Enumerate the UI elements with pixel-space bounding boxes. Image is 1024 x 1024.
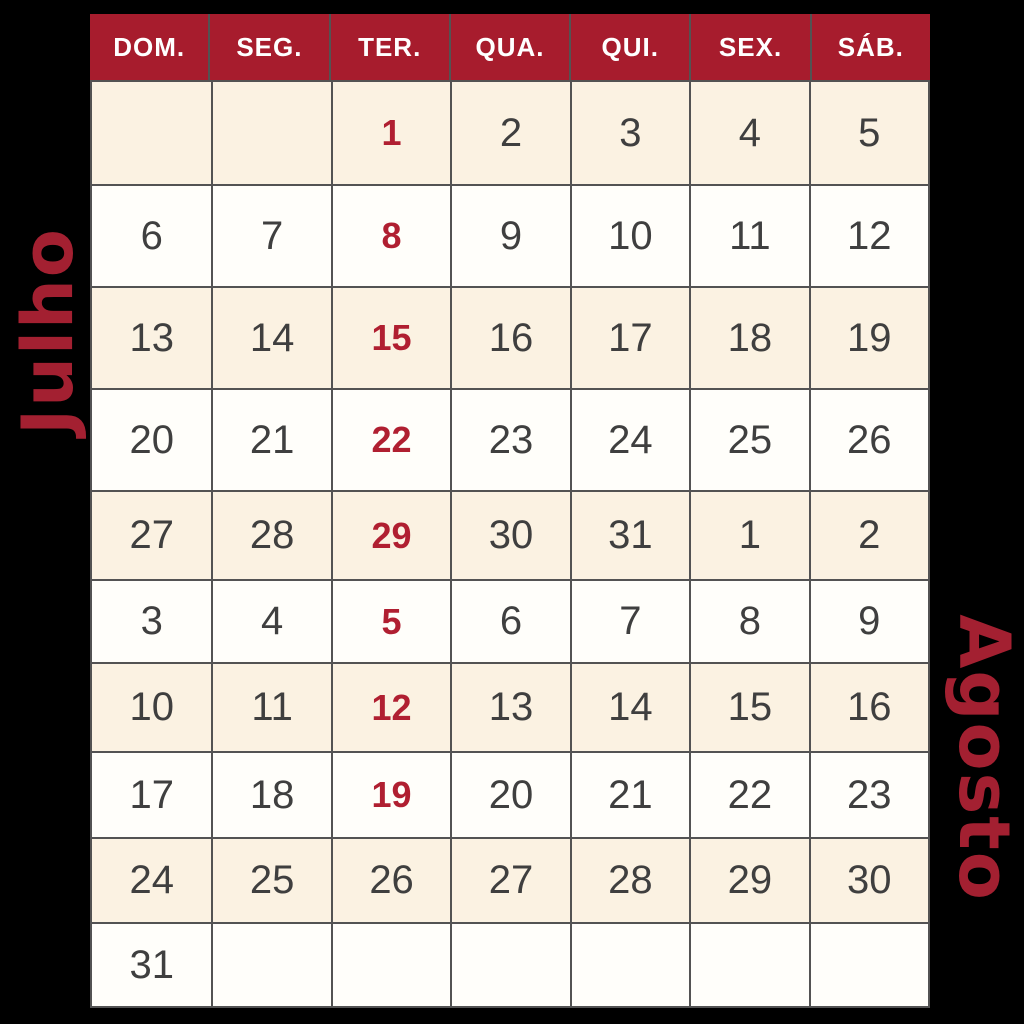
day-cell-23: 23 — [808, 751, 928, 837]
day-cell-21: 21 — [569, 751, 690, 837]
day-cell-18: 18 — [689, 286, 809, 388]
day-cell-22: 22 — [330, 388, 451, 490]
weekday-header-ter: TER. — [328, 14, 449, 80]
day-cell-5: 5 — [330, 579, 451, 662]
empty-day-cell — [92, 82, 212, 184]
empty-day-cell — [569, 922, 690, 1006]
day-cell-29: 29 — [330, 490, 451, 579]
day-cell-25: 25 — [211, 837, 331, 922]
month-label-august: Agosto — [943, 614, 1024, 902]
calendar-week-row: 6 7 8 9 10 11 12 — [92, 184, 928, 286]
day-cell-1: 1 — [689, 490, 809, 579]
empty-day-cell — [450, 922, 570, 1006]
calendar-week-row: 10 11 12 13 14 15 16 — [92, 662, 928, 751]
day-cell-30: 30 — [450, 490, 570, 579]
calendar-week-row: 27 28 29 30 31 1 2 — [92, 490, 928, 579]
day-cell-31: 31 — [92, 922, 212, 1006]
day-cell-27: 27 — [450, 837, 570, 922]
day-cell-4: 4 — [211, 579, 331, 662]
calendar-week-row: 20 21 22 23 24 25 26 — [92, 388, 928, 490]
day-cell-18: 18 — [211, 751, 331, 837]
day-cell-26: 26 — [808, 388, 928, 490]
day-cell-29: 29 — [689, 837, 809, 922]
day-cell-24: 24 — [92, 837, 212, 922]
day-cell-12: 12 — [330, 662, 451, 751]
day-cell-17: 17 — [92, 751, 212, 837]
day-cell-25: 25 — [689, 388, 809, 490]
day-cell-31: 31 — [569, 490, 690, 579]
day-cell-9: 9 — [450, 184, 570, 286]
day-cell-6: 6 — [450, 579, 570, 662]
day-cell-14: 14 — [569, 662, 690, 751]
day-cell-20: 20 — [450, 751, 570, 837]
day-cell-28: 28 — [211, 490, 331, 579]
weekday-header-sab: SÁB. — [809, 14, 930, 80]
day-cell-3: 3 — [569, 82, 690, 184]
empty-day-cell — [330, 922, 451, 1006]
day-cell-27: 27 — [92, 490, 212, 579]
weekday-header-qua: QUA. — [448, 14, 569, 80]
weekday-header-qui: QUI. — [569, 14, 689, 80]
day-cell-8: 8 — [330, 184, 451, 286]
empty-day-cell — [808, 922, 928, 1006]
day-cell-7: 7 — [569, 579, 690, 662]
calendar-week-row: 13 14 15 16 17 18 19 — [92, 286, 928, 388]
day-cell-7: 7 — [211, 184, 331, 286]
day-cell-8: 8 — [689, 579, 809, 662]
day-cell-15: 15 — [330, 286, 451, 388]
day-cell-9: 9 — [808, 579, 928, 662]
day-cell-30: 30 — [808, 837, 928, 922]
empty-day-cell — [211, 922, 331, 1006]
day-cell-16: 16 — [808, 662, 928, 751]
month-label-july: Julho — [7, 227, 89, 435]
empty-day-cell — [211, 82, 331, 184]
day-cell-6: 6 — [92, 184, 212, 286]
day-cell-1: 1 — [330, 82, 451, 184]
weekday-header-row: DOM. SEG. TER. QUA. QUI. SEX. SÁB. — [90, 14, 930, 80]
day-cell-3: 3 — [92, 579, 212, 662]
day-cell-21: 21 — [211, 388, 331, 490]
day-cell-17: 17 — [569, 286, 690, 388]
day-cell-2: 2 — [450, 82, 570, 184]
day-cell-22: 22 — [689, 751, 809, 837]
day-cell-13: 13 — [450, 662, 570, 751]
day-cell-28: 28 — [569, 837, 690, 922]
day-cell-5: 5 — [808, 82, 928, 184]
day-cell-26: 26 — [330, 837, 451, 922]
day-cell-19: 19 — [330, 751, 451, 837]
day-cell-13: 13 — [92, 286, 212, 388]
empty-day-cell — [689, 922, 809, 1006]
weekday-header-seg: SEG. — [208, 14, 328, 80]
calendar-table: DOM. SEG. TER. QUA. QUI. SEX. SÁB. 1 2 3 4 5 6 7 8 9 10… — [90, 14, 930, 1008]
day-cell-10: 10 — [92, 662, 212, 751]
weekday-header-sex: SEX. — [689, 14, 809, 80]
day-cell-11: 11 — [211, 662, 331, 751]
day-cell-19: 19 — [808, 286, 928, 388]
day-cell-11: 11 — [689, 184, 809, 286]
day-cell-14: 14 — [211, 286, 331, 388]
day-cell-4: 4 — [689, 82, 809, 184]
calendar-grid: 1 2 3 4 5 6 7 8 9 10 11 12 13 14 15 16 17 18 19 20 21 22 23 24 2… — [90, 80, 930, 1008]
calendar-week-row: 24 25 26 27 28 29 30 — [92, 837, 928, 922]
day-cell-2: 2 — [808, 490, 928, 579]
calendar-week-row: 17 18 19 20 21 22 23 — [92, 751, 928, 837]
calendar-week-row: 31 — [92, 922, 928, 1006]
day-cell-16: 16 — [450, 286, 570, 388]
weekday-header-dom: DOM. — [113, 31, 186, 62]
day-cell-20: 20 — [92, 388, 212, 490]
day-cell-15: 15 — [689, 662, 809, 751]
day-cell-12: 12 — [808, 184, 928, 286]
day-cell-10: 10 — [569, 184, 690, 286]
day-cell-24: 24 — [569, 388, 690, 490]
day-cell-23: 23 — [450, 388, 570, 490]
